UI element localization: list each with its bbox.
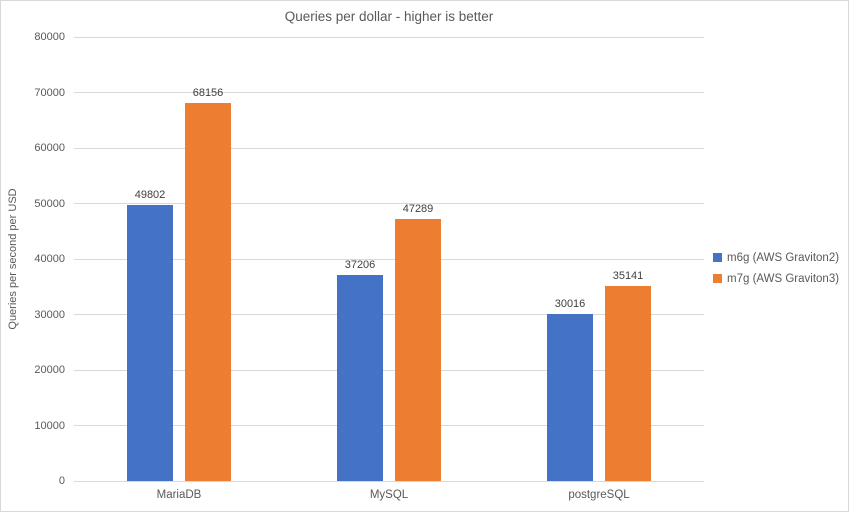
bar-m7g-MariaDB	[185, 102, 231, 481]
bar-value-label: 35141	[612, 269, 644, 282]
gridline	[74, 480, 704, 482]
gridline	[74, 92, 704, 93]
legend-label: m7g (AWS Graviton3)	[727, 272, 840, 285]
legend: m6g (AWS Graviton2) m7g (AWS Graviton3)	[713, 247, 839, 289]
bar-value-label: 49802	[134, 188, 166, 201]
chart-title: Queries per dollar - higher is better	[284, 9, 494, 24]
bar-m6g-MySQL	[337, 274, 383, 481]
y-tick-label: 80000	[34, 31, 65, 43]
gridline	[74, 36, 704, 38]
y-tick-label: 0	[58, 475, 65, 487]
gridline	[74, 147, 704, 149]
bar-value-label: 47289	[402, 202, 434, 215]
bar-m6g-MariaDB	[127, 204, 173, 481]
y-tick-label: 40000	[34, 253, 65, 265]
bar-m7g-MySQL	[395, 218, 441, 481]
legend-marker-icon	[713, 253, 722, 262]
y-tick-label: 20000	[34, 364, 65, 376]
y-tick-label: 50000	[34, 197, 65, 210]
bar-value-label: 37206	[344, 258, 376, 271]
gridline	[74, 425, 704, 426]
y-tick-label: 10000	[34, 419, 65, 432]
gridline	[74, 203, 704, 204]
plot-area: 0 10000 20000 30000 40000 50000 60000 70000 8000…	[34, 31, 704, 501]
legend-item: m7g (AWS Graviton3)	[713, 268, 839, 289]
gridline	[74, 258, 704, 260]
y-axis-title: Queries per second per USD	[7, 188, 19, 330]
bar-m6g-postgreSQL	[547, 314, 593, 481]
legend-item: m6g (AWS Graviton2)	[713, 247, 839, 268]
y-tick-label: 70000	[34, 86, 65, 99]
x-tick-label: MySQL	[369, 489, 409, 501]
legend-marker-icon	[713, 274, 722, 283]
y-tick-label: 60000	[34, 142, 65, 154]
x-tick-label: postgreSQL	[568, 489, 630, 501]
y-tick-label: 30000	[34, 308, 65, 321]
x-tick-label: MariaDB	[156, 489, 202, 501]
legend-label: m6g (AWS Graviton2)	[727, 251, 840, 264]
gridline	[74, 369, 704, 371]
bar-value-label: 68156	[192, 86, 224, 99]
bar-m7g-postgreSQL	[605, 285, 651, 481]
gridline	[74, 314, 704, 315]
bar-value-label: 30016	[554, 298, 586, 311]
